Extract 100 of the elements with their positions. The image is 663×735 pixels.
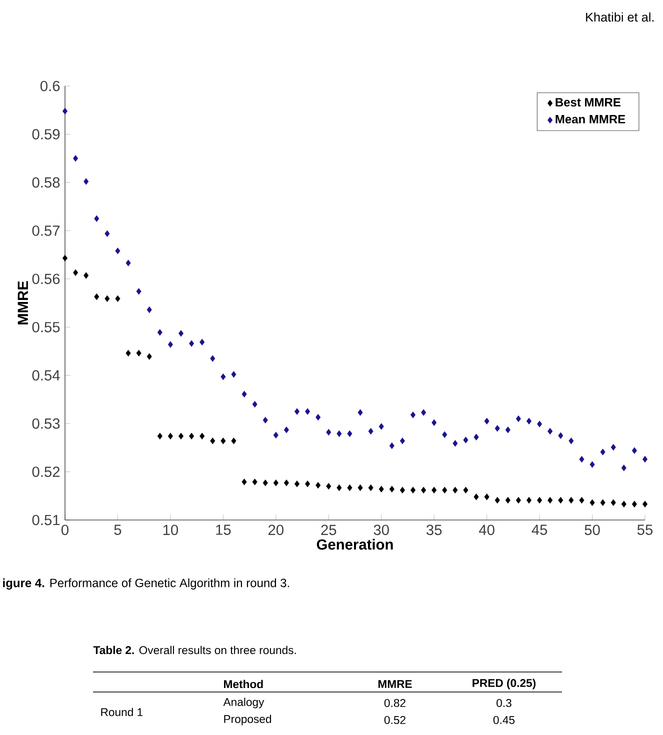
point [516, 416, 521, 422]
point [115, 248, 120, 254]
y-tick-label: 0.58 [32, 177, 60, 188]
point [400, 486, 405, 494]
point [642, 500, 648, 508]
legend-label: Mean MMRE [556, 115, 626, 124]
point [284, 426, 289, 434]
point [505, 426, 510, 434]
point [463, 486, 468, 494]
point [579, 497, 584, 504]
point [432, 486, 437, 494]
x-tick-label: 25 [321, 524, 336, 536]
y-tick-label: 0.51 [32, 514, 60, 526]
point [600, 448, 606, 456]
point [590, 499, 595, 506]
point [200, 432, 205, 440]
point [104, 295, 110, 302]
x-tick-label: 0 [61, 524, 68, 536]
point [463, 436, 468, 444]
point [168, 432, 173, 440]
point [621, 464, 626, 472]
point [73, 269, 78, 276]
point [442, 486, 448, 494]
point [610, 499, 616, 506]
point [368, 484, 374, 491]
point [484, 494, 490, 500]
point [632, 500, 637, 508]
point [568, 497, 574, 504]
point [621, 500, 626, 508]
point [421, 409, 426, 416]
text: Method [224, 680, 263, 688]
point [146, 306, 152, 313]
point [294, 480, 300, 488]
point [305, 480, 310, 488]
point [284, 480, 289, 486]
y-tick-label: 0.56 [32, 274, 60, 284]
text: MMRE [378, 680, 412, 688]
point [189, 432, 194, 440]
point [590, 461, 595, 468]
point [548, 497, 553, 504]
point [484, 418, 490, 424]
text: 0.45 [493, 716, 515, 724]
point [305, 408, 310, 415]
point [136, 288, 142, 295]
point [220, 374, 226, 380]
y-tick-label: 0.53 [32, 418, 60, 429]
point [326, 483, 332, 490]
point [326, 429, 332, 436]
x-tick-label: 50 [584, 524, 600, 536]
x-tick-label: 10 [163, 524, 178, 536]
point [252, 478, 258, 486]
y-tick-label: 0.59 [32, 129, 60, 140]
point [347, 484, 352, 491]
point [347, 430, 352, 437]
point [126, 260, 131, 266]
point [526, 418, 532, 424]
point [558, 432, 564, 439]
y-axis-title: MMRE [18, 281, 28, 324]
point [189, 340, 194, 347]
point [94, 215, 100, 222]
x-tick-label: 5 [114, 524, 122, 535]
point [505, 497, 510, 504]
point [421, 486, 426, 494]
point [104, 230, 110, 237]
point [62, 254, 68, 262]
point [168, 341, 173, 348]
point [94, 294, 100, 300]
point [610, 444, 616, 450]
point [358, 409, 363, 416]
point [84, 272, 89, 279]
text: 0.52 [384, 716, 406, 724]
text: Proposed [224, 714, 272, 726]
point [452, 440, 458, 447]
point [273, 480, 278, 486]
point [146, 353, 152, 360]
text: Khatibi et al. [586, 12, 654, 22]
point [452, 486, 458, 494]
point [378, 486, 384, 492]
y-tick-label: 0.55 [32, 322, 60, 332]
point [632, 447, 637, 454]
point [568, 438, 574, 444]
point [294, 408, 300, 415]
point [231, 371, 236, 378]
point [178, 330, 184, 337]
point [358, 484, 363, 491]
legend-label: Best MMRE [556, 98, 620, 106]
x-tick-label: 20 [268, 524, 284, 536]
point [368, 428, 374, 434]
point [442, 431, 448, 438]
text: 0.3 [496, 699, 512, 708]
point [410, 412, 416, 418]
point [494, 497, 500, 504]
point [157, 329, 162, 336]
point [84, 178, 89, 185]
x-tick-label: 40 [478, 524, 494, 536]
point [389, 486, 394, 492]
point [157, 432, 162, 440]
point [273, 432, 278, 438]
point [548, 428, 553, 434]
point [474, 494, 479, 500]
